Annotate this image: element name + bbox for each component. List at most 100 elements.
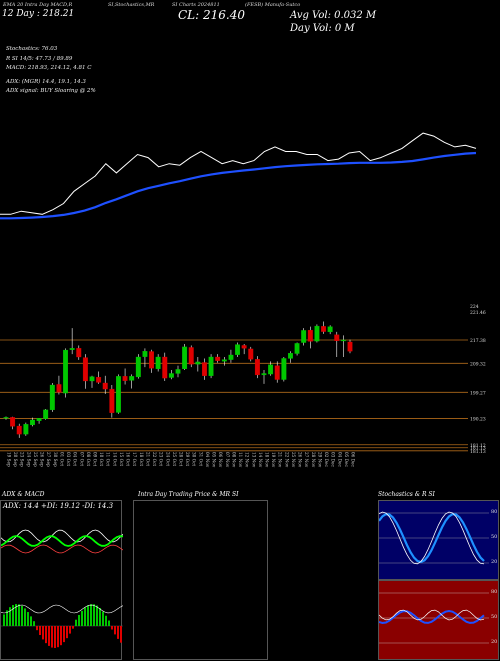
x-axis-label: 18 Oct (139, 452, 144, 466)
ema-line (0, 151, 477, 220)
minus-di-line (1, 544, 123, 554)
adx-macd-plot (1, 529, 123, 648)
rsi-tick-80: 80 (491, 589, 497, 595)
level-label: 190.23 (470, 416, 486, 422)
x-axis-label: 28 Oct (179, 452, 184, 466)
macd-histogram-bar (9, 607, 11, 626)
candle-body (109, 388, 115, 413)
candle-body (334, 334, 340, 341)
candle-body (307, 329, 313, 342)
x-axis-label: 13 Nov (251, 452, 256, 468)
macd-histogram-bar (84, 607, 86, 626)
candle-body (340, 339, 346, 342)
macd-histogram-bar (42, 626, 44, 640)
rsi-readout: R SI 14/5: 47.73 / 89.89 (6, 56, 73, 62)
x-axis-label: 25 Sep (33, 452, 38, 467)
candle-body (241, 345, 247, 349)
stochastics-title: Stochastics & R SI (378, 491, 435, 498)
x-axis-label: 12 Nov (245, 452, 250, 468)
x-axis-label: 02 Dec (324, 452, 329, 467)
macd-histogram-bar (120, 626, 122, 643)
day-vol: Day Vol: 0 M (290, 23, 355, 34)
macd-histogram-bar (12, 605, 14, 626)
candle-body (221, 359, 227, 362)
candle-body (175, 369, 181, 374)
plus-di-line (1, 535, 123, 547)
macd-histogram-bar (66, 626, 68, 639)
ticker-line: (FESB) Manufa-Sutco (245, 2, 301, 8)
macd-histogram-bar (48, 626, 50, 646)
rsi-plot: 80 50 20 (379, 589, 497, 645)
avg-vol: Avg Vol: 0.032 M (290, 10, 377, 21)
x-axis-label: 11 Oct (106, 452, 111, 466)
adx-macd-values: ADX: 14.4 +DI: 19.12 -DI: 14.3 (3, 502, 114, 510)
x-axis-label: 28 Nov (311, 452, 316, 468)
level-label: 209.32 (470, 361, 486, 367)
x-axis-label: 24 Oct (165, 452, 170, 466)
x-axis-label: 22 Nov (284, 452, 289, 468)
candle-body (195, 361, 201, 365)
macd-histogram-bar (36, 626, 38, 631)
candle-body (301, 330, 307, 343)
x-axis-label: 30 Sep (53, 452, 58, 467)
x-axis-label: 06 Dec (351, 452, 356, 467)
candle-body (129, 376, 135, 381)
stoch-tick-20: 20 (491, 559, 497, 565)
macd-histogram-bar (18, 604, 20, 626)
x-axis-label: 17 Oct (132, 452, 137, 466)
macd-readout: MACD: 218.93, 214.12, 4.81 C (6, 65, 92, 71)
stochastics-readout: Stochastics: 76.03 (6, 46, 58, 52)
stoch-tick-50: 50 (491, 534, 497, 540)
stochastics-panel-upper: 80 50 20 (378, 500, 499, 580)
rsi-tick-50: 50 (491, 614, 497, 620)
macd-histogram-bar (24, 608, 26, 626)
candle-body (142, 351, 148, 357)
candle-body (76, 348, 82, 358)
candle-body (347, 341, 353, 352)
candle-body (43, 409, 49, 419)
x-axis-label: 14 Oct (112, 452, 117, 466)
x-axis-label: 04 Dec (337, 452, 342, 467)
macd-histogram-bar (93, 604, 95, 626)
stochastics-plot: 80 50 20 (379, 509, 497, 565)
candle-body (281, 358, 287, 380)
stoch-k-line (379, 511, 485, 565)
candle-body (135, 356, 141, 378)
x-axis-label: 21 Oct (145, 452, 150, 466)
top-label-3: SI Charts 2024811 (172, 2, 220, 8)
x-axis-label: 26 Sep (40, 452, 45, 467)
x-axis-label: 23 Oct (159, 452, 164, 466)
rsi-line (379, 609, 485, 625)
macd-histogram-bar (72, 626, 74, 629)
macd-histogram-bar (3, 614, 5, 626)
adx-signal-readout: ADX signal: BUY Sloaring @ 2% (6, 88, 96, 94)
candle-body (10, 417, 16, 427)
macd-histogram-bar (63, 626, 65, 643)
top-label-1: EMA 20 Intra Day MACD,R (3, 2, 73, 8)
macd-histogram-bar (111, 626, 113, 630)
macd-histogram-bar (54, 626, 56, 648)
x-axis-label: 25 Nov (291, 452, 296, 468)
x-axis-label: 25 Oct (172, 452, 177, 466)
x-axis-label: 22 Oct (152, 452, 157, 466)
candle-body (248, 348, 254, 360)
candle-body (56, 384, 62, 393)
macd-histogram-bar (60, 626, 62, 646)
level-label: 181.12 (470, 443, 486, 449)
candle-body (36, 418, 42, 421)
x-axis-label: 04 Nov (205, 452, 210, 468)
candle-body (155, 356, 161, 369)
candle-body (3, 417, 9, 419)
macd-histogram-bar (78, 614, 80, 626)
candle-body (268, 364, 274, 375)
x-axis-label: 09 Oct (93, 452, 98, 466)
x-axis-label: 18 Nov (265, 452, 270, 468)
x-axis-label: 20 Sep (13, 452, 18, 467)
macd-histogram-bar (99, 608, 101, 626)
candle-body (116, 376, 121, 413)
macd-histogram-bar (75, 619, 77, 626)
macd-histogram-bar (87, 605, 89, 626)
x-axis-label: 16 Oct (126, 452, 131, 466)
candle-body (168, 373, 174, 378)
macd-histogram-bar (102, 611, 104, 626)
